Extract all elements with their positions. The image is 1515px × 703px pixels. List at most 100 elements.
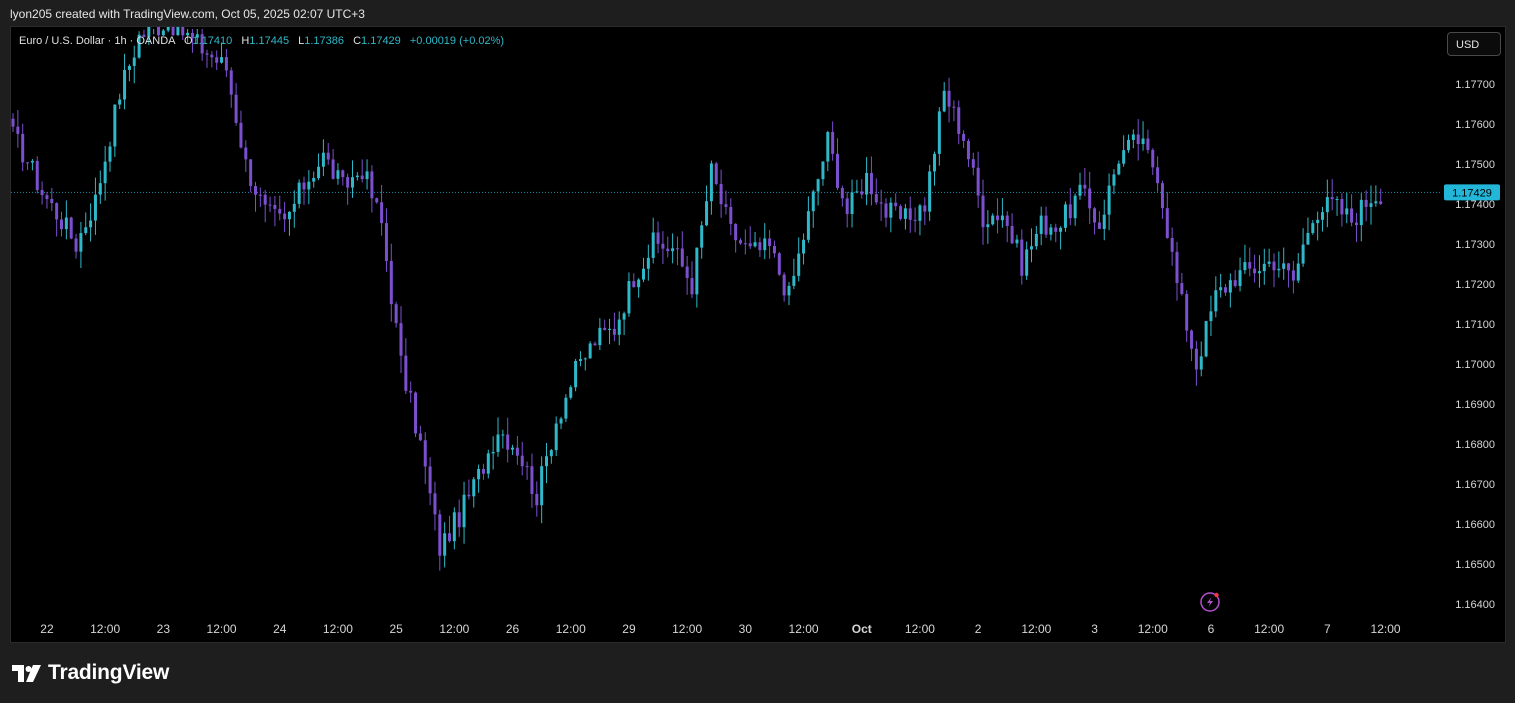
candle-body-down — [1330, 197, 1334, 200]
candle-body-up — [608, 328, 612, 330]
price-axis-label: 1.17100 — [1455, 319, 1495, 331]
candle-body-down — [55, 203, 59, 220]
time-axis-label: 30 — [739, 622, 753, 636]
candle-body-up — [1025, 249, 1029, 276]
candle-body-down — [1054, 227, 1058, 232]
candle-body-up — [540, 466, 544, 506]
price-axis-label: 1.16700 — [1455, 479, 1495, 491]
candle-body-up — [297, 182, 301, 204]
candle-body-down — [831, 132, 835, 154]
candle-body-up — [1238, 270, 1242, 287]
candle-body-down — [520, 455, 524, 467]
candle-body-down — [448, 533, 451, 542]
candle-body-down — [205, 53, 209, 55]
time-axis-label: 6 — [1208, 622, 1215, 636]
candle-body-up — [855, 191, 859, 193]
candle-body-down — [734, 223, 738, 241]
candle-body-up — [627, 281, 631, 314]
time-axis-label: 12:00 — [672, 622, 702, 636]
time-axis-label: 12:00 — [789, 622, 819, 636]
candle-body-down — [1160, 183, 1164, 209]
candle-body-up — [1039, 215, 1043, 234]
candle-body-down — [1151, 149, 1155, 168]
candle-body-up — [850, 192, 854, 214]
candle-body-up — [1219, 287, 1223, 291]
candle-body-down — [11, 118, 15, 127]
candle-body-down — [200, 34, 204, 54]
candle-body-down — [433, 493, 437, 515]
candle-body-down — [1175, 251, 1179, 284]
candle-body-up — [1243, 262, 1247, 271]
candle-body-up — [123, 69, 127, 100]
candle-body-up — [709, 163, 713, 202]
price-axis-label: 1.16800 — [1455, 439, 1495, 451]
candle-body-up — [1359, 199, 1363, 226]
candle-body-down — [438, 514, 442, 556]
time-axis-label: 12:00 — [90, 622, 120, 636]
candle-body-up — [186, 32, 190, 36]
currency-button[interactable]: USD — [1447, 32, 1501, 56]
candle-body-down — [1233, 280, 1237, 287]
candle-body-down — [190, 32, 194, 38]
candle-body-up — [472, 479, 476, 497]
candle-body-up — [1059, 227, 1063, 232]
candle-body-up — [821, 161, 825, 180]
candle-body-up — [89, 220, 93, 228]
candle-body-up — [312, 178, 316, 182]
time-axis-label: 29 — [622, 622, 636, 636]
candle-body-down — [418, 433, 422, 441]
candle-body-up — [1073, 195, 1077, 219]
tradingview-logo-icon — [12, 664, 41, 682]
chart-pane[interactable]: 1.17700 1.17600 1.17500 1.17400 1.17300 1.172… — [10, 26, 1506, 643]
candle-body-down — [1165, 208, 1169, 238]
candle-body-down — [224, 57, 228, 71]
candle-body-down — [879, 202, 883, 204]
candle-body-up — [903, 208, 907, 219]
candle-body-down — [302, 182, 306, 190]
tradingview-logo[interactable]: TradingView — [12, 661, 169, 685]
candle-body-down — [1093, 208, 1097, 223]
candle-body-up — [806, 211, 810, 240]
candle-body-up — [646, 257, 650, 269]
symbol-legend: Euro / U.S. Dollar · 1h · OANDA O1.17410… — [19, 35, 504, 47]
candle-body-down — [1354, 222, 1358, 226]
time-axis-label: 3 — [1091, 622, 1098, 636]
candle-body-down — [215, 57, 219, 63]
candle-body-up — [1107, 185, 1111, 215]
time-axis-label: 22 — [40, 622, 54, 636]
candle-body-up — [1277, 268, 1281, 271]
candle-body-up — [1335, 199, 1339, 201]
candle-body-up — [98, 183, 102, 195]
candle-body-down — [971, 159, 975, 168]
candle-body-up — [816, 179, 820, 192]
candle-body-up — [103, 161, 107, 184]
candle-body-down — [923, 205, 927, 212]
candle-body-down — [632, 281, 636, 288]
candle-body-up — [1301, 244, 1305, 264]
candle-body-down — [836, 153, 839, 188]
time-axis-label: 12:00 — [439, 622, 469, 636]
candle-body-down — [171, 27, 175, 36]
candle-body-up — [1325, 197, 1329, 213]
candle-body-up — [1311, 223, 1315, 233]
candle-body-up — [93, 194, 97, 221]
candle-body-up — [1034, 233, 1038, 247]
candle-body-up — [942, 90, 946, 112]
candle-body-up — [1282, 263, 1286, 269]
candle-body-down — [899, 206, 903, 219]
candle-body-up — [695, 247, 699, 295]
candlestick-chart[interactable]: 1.17700 1.17600 1.17500 1.17400 1.17300 1.172… — [11, 27, 1505, 642]
candle-body-up — [598, 327, 602, 346]
candle-body-down — [1180, 283, 1184, 295]
candle-body-down — [1156, 167, 1160, 184]
last-price-tag-label: 1.17429 — [1452, 187, 1492, 199]
candle-body-down — [957, 107, 961, 134]
candle-body-down — [273, 204, 277, 209]
candle-body-down — [690, 278, 694, 295]
candle-body-down — [1224, 287, 1227, 293]
candle-body-down — [157, 27, 160, 36]
candle-body-down — [1068, 204, 1072, 219]
candle-body-up — [1345, 208, 1349, 215]
candle-body-up — [1030, 246, 1033, 250]
footer: TradingView — [0, 643, 1515, 703]
